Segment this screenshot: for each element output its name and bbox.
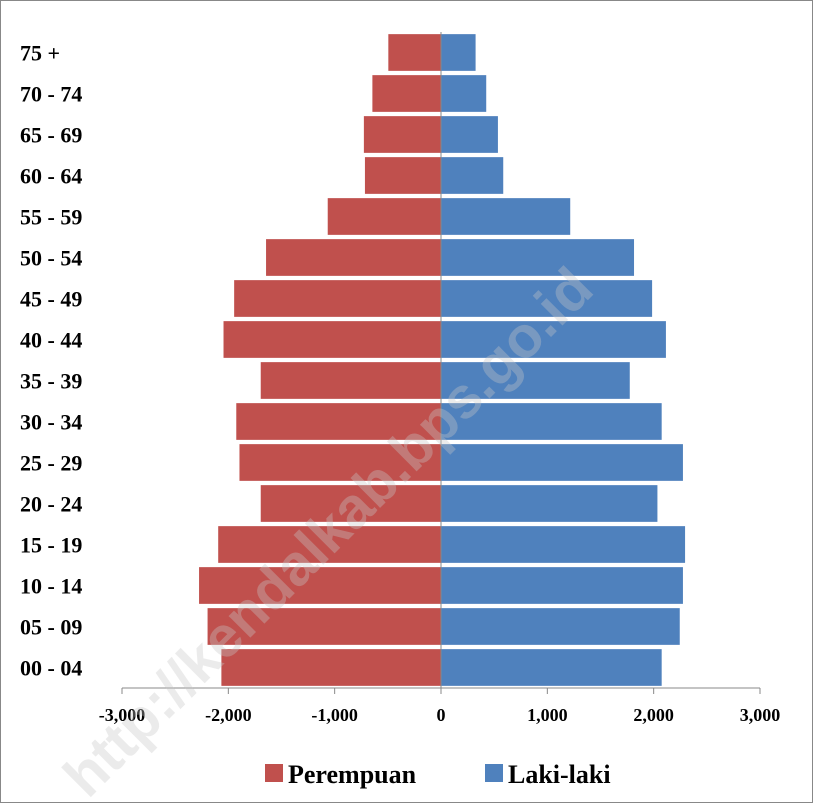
- category-label: 25 - 29: [20, 451, 82, 476]
- bar-perempuan-8: [222, 320, 442, 359]
- bar-laki-laki-0: [440, 648, 663, 687]
- category-label: 30 - 34: [20, 410, 82, 435]
- bar-perempuan-1: [206, 607, 442, 646]
- bar-laki-laki-10: [440, 238, 636, 277]
- x-tick-label: 3,000: [740, 705, 781, 725]
- category-label: 65 - 69: [20, 123, 82, 148]
- x-tick-label: -3,000: [99, 705, 146, 725]
- x-tick-label: 2,000: [633, 705, 674, 725]
- bar-laki-laki-3: [440, 525, 687, 564]
- category-label: 50 - 54: [20, 246, 82, 271]
- category-label: 35 - 39: [20, 369, 82, 394]
- bar-perempuan-6: [235, 402, 442, 441]
- bar-laki-laki-6: [440, 402, 663, 441]
- x-tick-label: 1,000: [527, 705, 568, 725]
- bar-laki-laki-5: [440, 443, 684, 482]
- legend: Perempuan Laki-laki: [265, 760, 611, 789]
- bar-laki-laki-11: [440, 197, 572, 236]
- category-label: 45 - 49: [20, 287, 82, 312]
- x-tick-label: -2,000: [205, 705, 252, 725]
- bar-perempuan-14: [371, 74, 442, 113]
- category-label: 00 - 04: [20, 656, 82, 681]
- bar-perempuan-9: [233, 279, 442, 318]
- bar-perempuan-4: [259, 484, 442, 523]
- legend-label-laki-laki: Laki-laki: [508, 760, 611, 789]
- category-labels: 00 - 04 05 - 09 10 - 14 15 - 19 20 - 24 25 - …: [20, 41, 82, 681]
- category-label: 70 - 74: [20, 82, 82, 107]
- bar-laki-laki-13: [440, 115, 499, 154]
- bar-perempuan-3: [217, 525, 442, 564]
- bar-perempuan-15: [387, 33, 442, 72]
- bar-perempuan-10: [265, 238, 442, 277]
- x-tick-label: 0: [437, 705, 446, 725]
- category-label: 05 - 09: [20, 615, 82, 640]
- bar-laki-laki-15: [440, 33, 477, 72]
- category-label: 15 - 19: [20, 533, 82, 558]
- legend-swatch-perempuan: [265, 764, 283, 782]
- bar-perempuan-5: [238, 443, 442, 482]
- bar-laki-laki-14: [440, 74, 488, 113]
- category-label: 20 - 24: [20, 492, 82, 517]
- bar-laki-laki-12: [440, 156, 505, 195]
- x-axis: -3,000 -2,000 -1,000 0 1,000 2,000 3,000: [99, 32, 781, 725]
- bar-laki-laki-9: [440, 279, 654, 318]
- legend-label-perempuan: Perempuan: [288, 760, 417, 789]
- bar-perempuan-2: [198, 566, 442, 605]
- category-label: 75 +: [20, 41, 60, 66]
- bar-perempuan-11: [326, 197, 442, 236]
- bar-laki-laki-2: [440, 566, 684, 605]
- bar-perempuan-12: [363, 156, 442, 195]
- bar-perempuan-13: [362, 115, 442, 154]
- bar-perempuan-0: [220, 648, 442, 687]
- bar-laki-laki-4: [440, 484, 659, 523]
- category-label: 10 - 14: [20, 574, 82, 599]
- legend-swatch-laki-laki: [485, 764, 503, 782]
- category-label: 40 - 44: [20, 328, 82, 353]
- bar-laki-laki-1: [440, 607, 681, 646]
- category-label: 60 - 64: [20, 164, 82, 189]
- bar-laki-laki-8: [440, 320, 667, 359]
- category-label: 55 - 59: [20, 205, 82, 230]
- bar-perempuan-7: [259, 361, 442, 400]
- x-tick-label: -1,000: [311, 705, 358, 725]
